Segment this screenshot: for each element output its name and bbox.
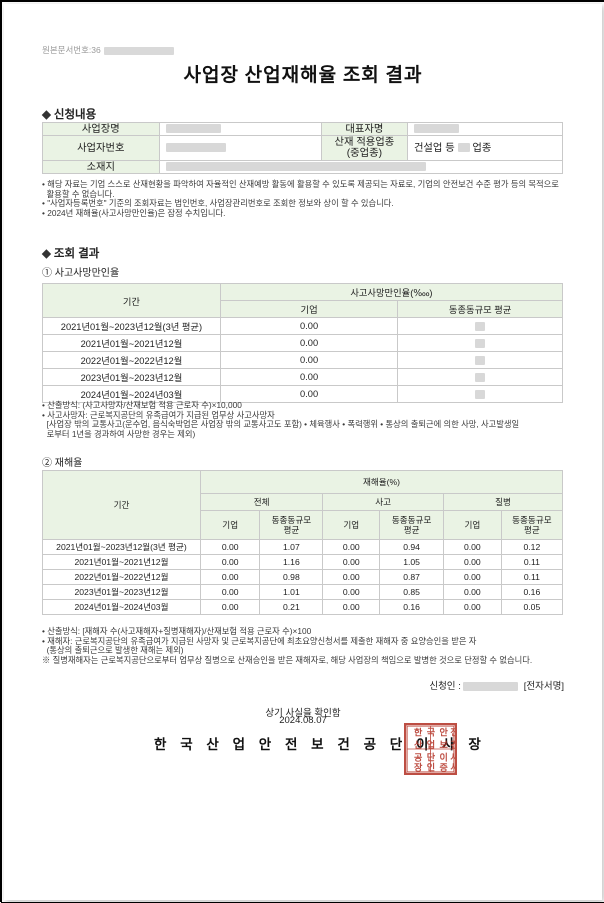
svg-text:산: 산: [414, 739, 423, 750]
svg-text:공: 공: [414, 752, 423, 762]
svg-text:인: 인: [427, 763, 435, 773]
svg-text:업: 업: [427, 739, 435, 750]
svg-text:사: 사: [450, 751, 457, 762]
svg-text:보: 보: [440, 740, 449, 750]
svg-text:한: 한: [414, 726, 423, 737]
svg-text:국: 국: [427, 727, 436, 737]
svg-text:단: 단: [427, 751, 436, 762]
svg-text:안: 안: [440, 726, 449, 737]
svg-text:전: 전: [450, 726, 457, 737]
svg-text:서: 서: [450, 762, 457, 773]
svg-text:건: 건: [450, 739, 457, 750]
svg-text:이: 이: [440, 751, 448, 762]
svg-text:장: 장: [414, 762, 423, 773]
svg-text:증: 증: [440, 763, 449, 773]
